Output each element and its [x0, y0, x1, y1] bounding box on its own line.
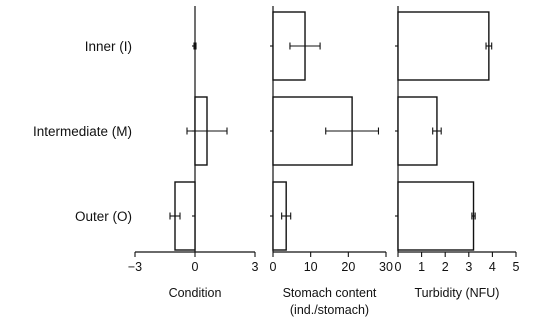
- x-tick-label: 2: [442, 260, 449, 274]
- x-axis-label: Condition: [169, 286, 222, 300]
- x-axis-label: Turbidity (NFU): [415, 286, 500, 300]
- x-axis-label: (ind./stomach): [290, 303, 369, 317]
- bar: [397, 11, 490, 81]
- bar: [397, 181, 475, 251]
- x-tick-label: 0: [395, 260, 402, 274]
- x-tick-label: 3: [465, 260, 472, 274]
- category-label: Outer (O): [75, 209, 132, 224]
- x-axis-label: Stomach content: [283, 286, 377, 300]
- x-tick-label: 20: [341, 260, 355, 274]
- x-tick-label: 5: [513, 260, 520, 274]
- x-tick-label: 1: [418, 260, 425, 274]
- x-tick-label: 10: [304, 260, 318, 274]
- x-tick-label: 0: [270, 260, 277, 274]
- x-tick-label: 3: [252, 260, 259, 274]
- bar: [397, 96, 438, 166]
- x-tick-label: 30: [379, 260, 393, 274]
- x-tick-label: −3: [128, 260, 142, 274]
- x-tick-label: 0: [192, 260, 199, 274]
- x-tick-label: 4: [489, 260, 496, 274]
- category-label: Inner (I): [85, 39, 132, 54]
- category-label: Intermediate (M): [33, 124, 132, 139]
